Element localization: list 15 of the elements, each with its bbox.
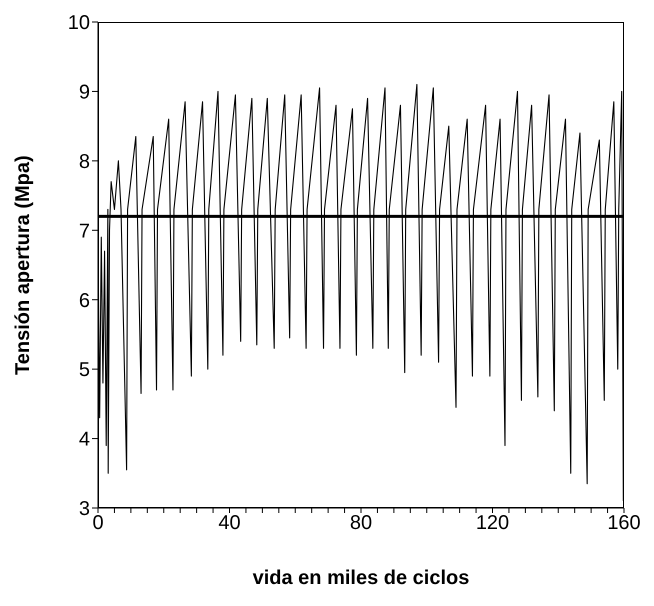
y-axis-title: Tensión apertura (Mpa) bbox=[12, 155, 34, 375]
x-tick-label: 160 bbox=[607, 512, 641, 534]
x-tick-label: 120 bbox=[476, 512, 510, 534]
x-tick-label: 0 bbox=[92, 512, 104, 534]
y-tick-label: 4 bbox=[78, 428, 90, 451]
x-tick-label: 80 bbox=[350, 512, 372, 534]
x-axis-title: vida en miles de ciclos bbox=[252, 567, 470, 589]
y-tick-label: 7 bbox=[78, 220, 90, 242]
y-tick-label: 9 bbox=[78, 82, 90, 104]
y-tick-label: 10 bbox=[68, 12, 90, 34]
y-tick-label: 5 bbox=[78, 359, 90, 382]
y-tick-label: 3 bbox=[78, 498, 90, 520]
y-tick-label: 8 bbox=[78, 150, 90, 173]
y-tick-label: 6 bbox=[78, 290, 90, 312]
x-tick-label: 40 bbox=[218, 512, 241, 534]
